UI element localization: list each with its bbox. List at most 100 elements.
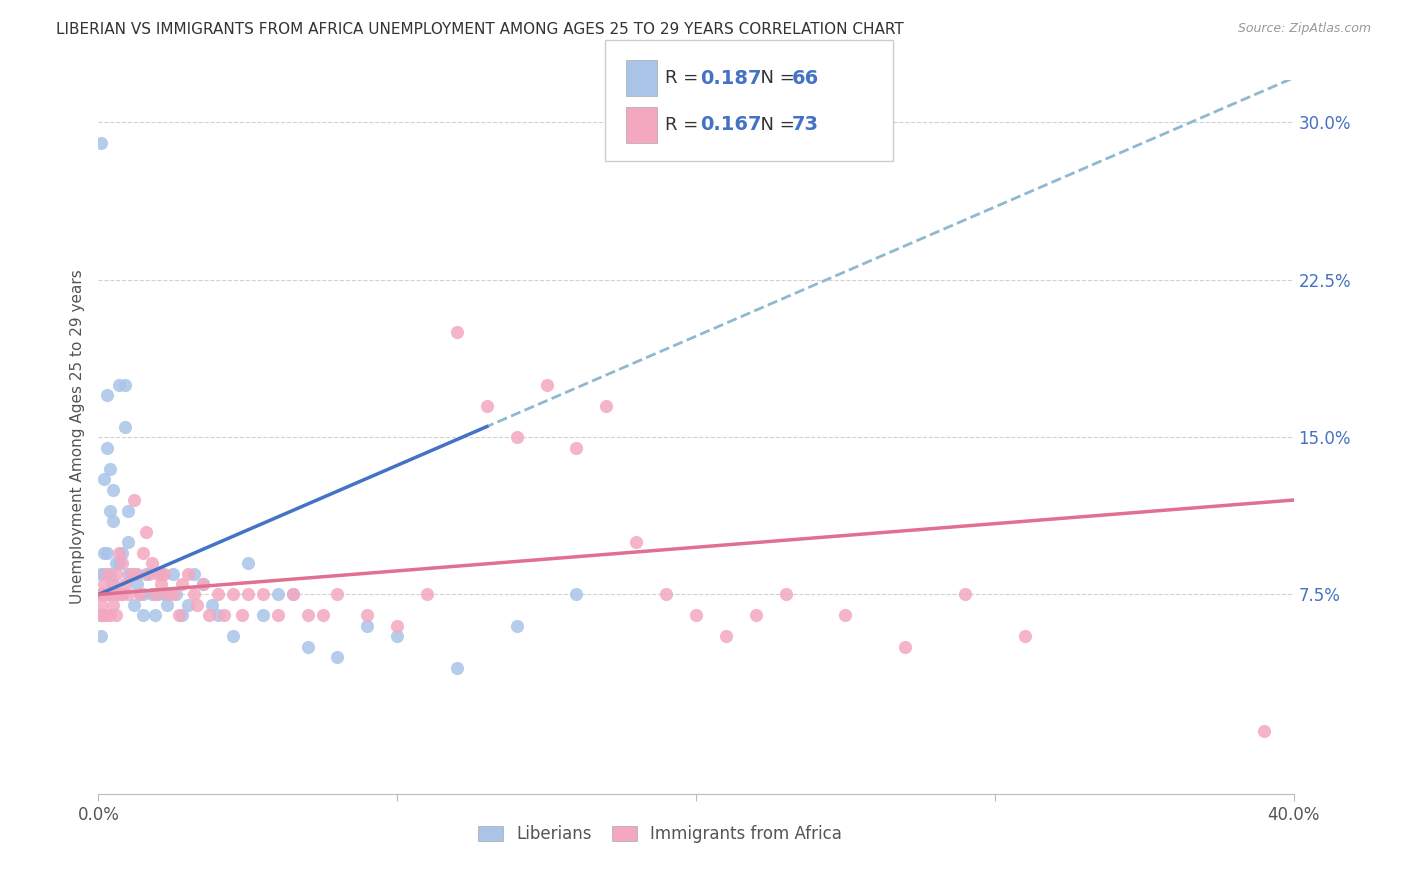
Point bbox=[96, 545, 118, 559]
Point bbox=[108, 377, 131, 392]
Point bbox=[111, 545, 134, 559]
Point bbox=[252, 587, 274, 601]
Point bbox=[141, 587, 163, 601]
Point bbox=[186, 598, 208, 612]
Point bbox=[326, 587, 349, 601]
Point bbox=[90, 608, 112, 623]
Point bbox=[111, 556, 134, 570]
Point bbox=[626, 535, 648, 549]
Point bbox=[267, 608, 290, 623]
Point bbox=[93, 587, 115, 601]
Point bbox=[90, 587, 112, 601]
Point bbox=[201, 598, 224, 612]
Point bbox=[111, 587, 134, 601]
Point bbox=[93, 587, 115, 601]
Point bbox=[177, 598, 200, 612]
Point bbox=[105, 608, 128, 623]
Point bbox=[745, 608, 768, 623]
Point bbox=[96, 608, 118, 623]
Point bbox=[105, 556, 128, 570]
Point bbox=[446, 661, 468, 675]
Point bbox=[311, 608, 333, 623]
Point bbox=[93, 472, 115, 486]
Point bbox=[148, 566, 170, 581]
Point bbox=[834, 608, 856, 623]
Point bbox=[1253, 723, 1275, 738]
Point bbox=[267, 587, 290, 601]
Point bbox=[281, 587, 304, 601]
Point bbox=[222, 630, 245, 644]
Point bbox=[167, 608, 190, 623]
Point bbox=[536, 377, 558, 392]
Text: LIBERIAN VS IMMIGRANTS FROM AFRICA UNEMPLOYMENT AMONG AGES 25 TO 29 YEARS CORREL: LIBERIAN VS IMMIGRANTS FROM AFRICA UNEMP… bbox=[56, 22, 904, 37]
Point bbox=[150, 566, 173, 581]
Text: 0.167: 0.167 bbox=[700, 115, 762, 135]
Point bbox=[356, 619, 378, 633]
Point bbox=[117, 535, 139, 549]
Text: R =: R = bbox=[665, 116, 704, 134]
Point bbox=[385, 630, 409, 644]
Point bbox=[156, 587, 179, 601]
Point bbox=[103, 598, 125, 612]
Point bbox=[132, 587, 155, 601]
Point bbox=[96, 441, 118, 455]
Point bbox=[475, 399, 498, 413]
Point bbox=[96, 566, 118, 581]
Point bbox=[105, 587, 128, 601]
Point bbox=[124, 493, 146, 508]
Point bbox=[90, 630, 112, 644]
Point bbox=[153, 587, 176, 601]
Text: R =: R = bbox=[665, 69, 704, 87]
Point bbox=[775, 587, 797, 601]
Point bbox=[236, 556, 259, 570]
Point bbox=[685, 608, 707, 623]
Point bbox=[103, 483, 125, 497]
Point bbox=[148, 587, 170, 601]
Point bbox=[183, 587, 205, 601]
Point bbox=[96, 388, 118, 402]
Point bbox=[108, 556, 131, 570]
Point bbox=[953, 587, 976, 601]
Point bbox=[90, 587, 112, 601]
Point bbox=[172, 577, 194, 591]
Point bbox=[103, 514, 125, 528]
Point bbox=[506, 430, 529, 444]
Point bbox=[120, 566, 142, 581]
Point bbox=[127, 577, 149, 591]
Point bbox=[446, 325, 468, 339]
Point bbox=[231, 608, 253, 623]
Point bbox=[177, 566, 200, 581]
Point bbox=[93, 545, 115, 559]
Point bbox=[165, 587, 187, 601]
Point bbox=[183, 566, 205, 581]
Point bbox=[297, 608, 319, 623]
Text: N =: N = bbox=[749, 69, 801, 87]
Point bbox=[141, 556, 163, 570]
Point bbox=[90, 598, 112, 612]
Point bbox=[207, 587, 229, 601]
Point bbox=[356, 608, 378, 623]
Point bbox=[103, 577, 125, 591]
Point bbox=[129, 587, 152, 601]
Point bbox=[124, 598, 146, 612]
Point bbox=[565, 587, 588, 601]
Point bbox=[117, 503, 139, 517]
Point bbox=[90, 136, 112, 151]
Point bbox=[162, 566, 184, 581]
Point bbox=[96, 587, 118, 601]
Text: 73: 73 bbox=[792, 115, 818, 135]
Point bbox=[714, 630, 737, 644]
Point bbox=[98, 461, 122, 475]
Point bbox=[132, 545, 155, 559]
Point bbox=[281, 587, 304, 601]
Point bbox=[207, 608, 229, 623]
Point bbox=[236, 587, 259, 601]
Point bbox=[150, 577, 173, 591]
Point bbox=[595, 399, 617, 413]
Point bbox=[172, 608, 194, 623]
Point bbox=[129, 587, 152, 601]
Point bbox=[565, 441, 588, 455]
Point bbox=[98, 503, 122, 517]
Point bbox=[326, 650, 349, 665]
Point bbox=[135, 524, 157, 539]
